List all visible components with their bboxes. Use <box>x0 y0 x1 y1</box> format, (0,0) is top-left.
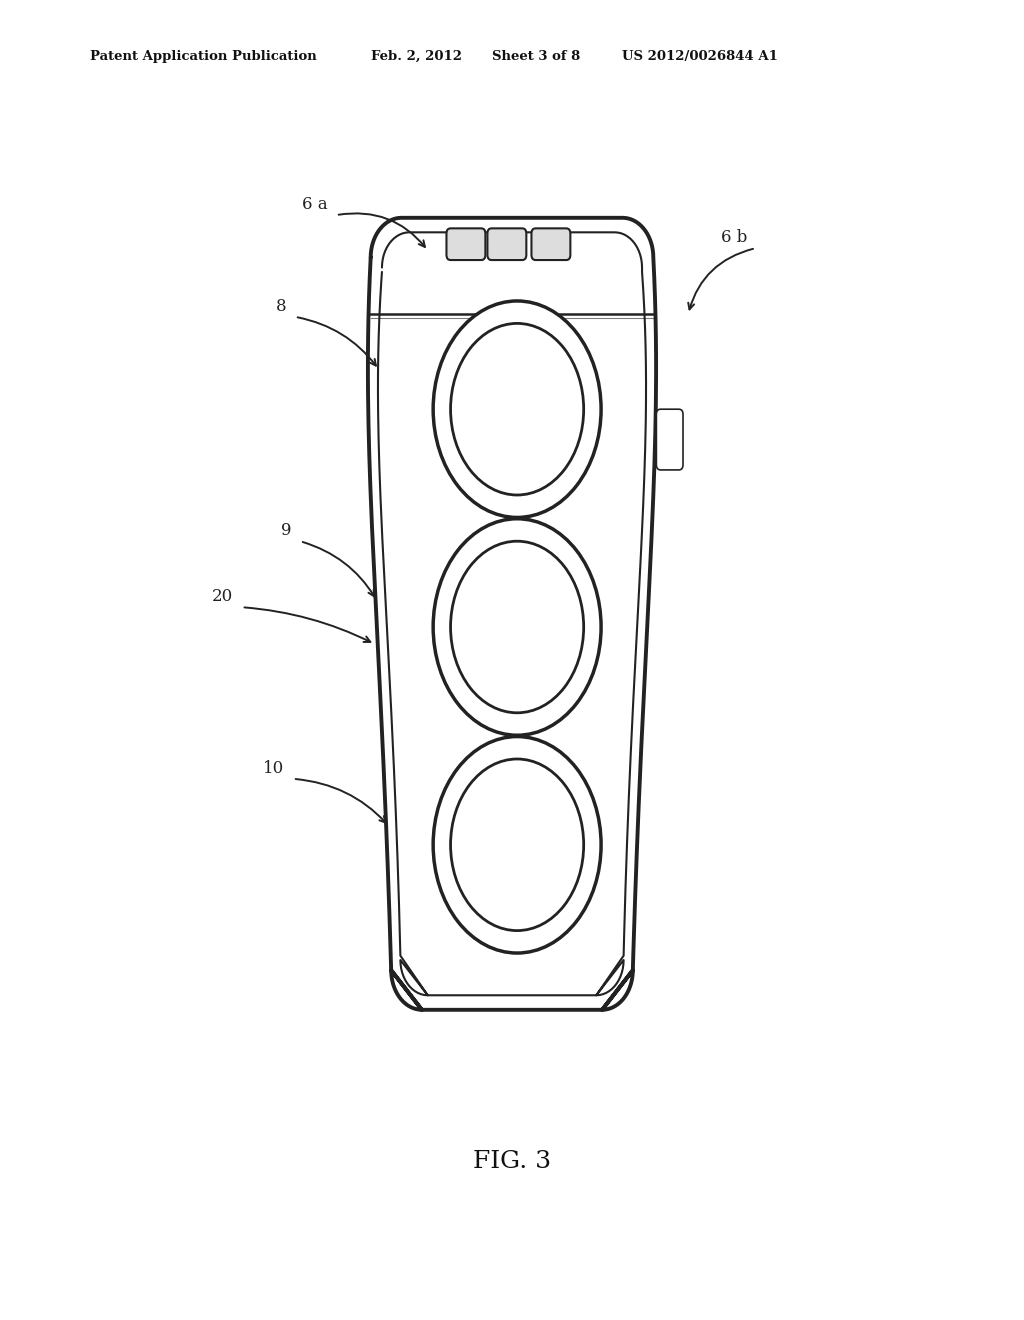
Circle shape <box>433 301 601 517</box>
FancyBboxPatch shape <box>446 228 485 260</box>
FancyBboxPatch shape <box>656 409 683 470</box>
FancyBboxPatch shape <box>531 228 570 260</box>
Text: 10: 10 <box>263 760 285 776</box>
Text: Patent Application Publication: Patent Application Publication <box>90 50 316 63</box>
Text: US 2012/0026844 A1: US 2012/0026844 A1 <box>622 50 777 63</box>
Text: FIG. 3: FIG. 3 <box>473 1150 551 1173</box>
Text: 9: 9 <box>282 523 292 539</box>
Text: 20: 20 <box>212 589 233 605</box>
Text: Feb. 2, 2012: Feb. 2, 2012 <box>371 50 462 63</box>
Polygon shape <box>368 218 656 1010</box>
FancyBboxPatch shape <box>487 228 526 260</box>
Text: 8: 8 <box>276 298 287 314</box>
Text: Sheet 3 of 8: Sheet 3 of 8 <box>492 50 580 63</box>
Text: 6 a: 6 a <box>302 197 328 213</box>
Circle shape <box>451 759 584 931</box>
Text: 6 b: 6 b <box>721 230 748 246</box>
Circle shape <box>433 519 601 735</box>
Circle shape <box>451 541 584 713</box>
Circle shape <box>451 323 584 495</box>
Circle shape <box>433 737 601 953</box>
